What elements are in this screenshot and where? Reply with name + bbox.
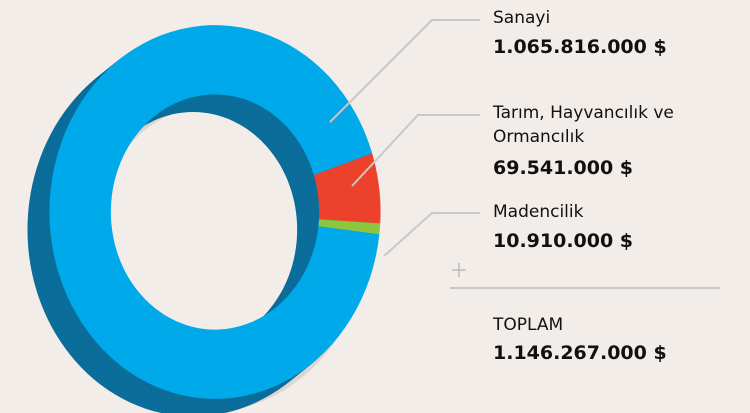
leader-line bbox=[329, 19, 480, 123]
value-label: 69.541.000 $ bbox=[493, 157, 634, 179]
leader-lines bbox=[329, 19, 480, 257]
leader-line bbox=[351, 114, 480, 187]
value-label: 1.065.816.000 $ bbox=[493, 36, 667, 58]
plus-sign bbox=[452, 263, 466, 277]
pie-slice bbox=[49, 25, 380, 399]
pie-slice bbox=[313, 153, 381, 224]
category-label: Sanayi bbox=[493, 8, 551, 28]
leader-line bbox=[383, 212, 480, 257]
category-label: Madencilik bbox=[493, 202, 584, 222]
category-label: Tarım, Hayvancılık ve Ormancılık bbox=[493, 103, 674, 147]
total-title: TOPLAM bbox=[493, 315, 564, 335]
donut bbox=[49, 25, 381, 399]
total-label: 1.146.267.000 $ bbox=[493, 342, 667, 364]
value-label: 10.910.000 $ bbox=[493, 230, 634, 252]
pie-slice bbox=[318, 219, 381, 235]
